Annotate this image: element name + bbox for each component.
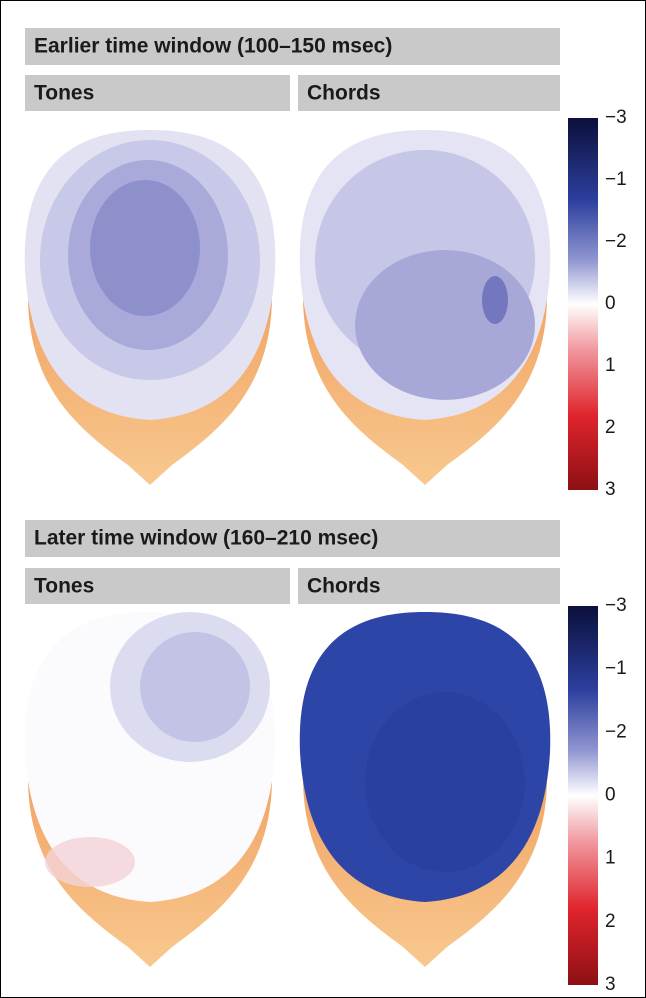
colorbar-label: 2 (605, 911, 616, 932)
potential-region (482, 276, 508, 324)
potential-region (90, 180, 200, 316)
column-title: Tones (34, 82, 94, 105)
column-bar (298, 75, 560, 111)
colorbar-label: 1 (605, 355, 616, 376)
colorbar (568, 118, 598, 490)
colorbar-label: 2 (605, 417, 616, 438)
colorbar-label: 3 (605, 974, 616, 995)
column-title: Chords (307, 82, 381, 105)
title-bar (25, 520, 560, 557)
colorbar-label: −1 (605, 658, 627, 679)
title-bar (25, 28, 560, 65)
colorbar-label: 3 (605, 479, 616, 500)
potential-region (140, 632, 250, 742)
colorbar-label: 0 (605, 293, 616, 314)
colorbar-label: −2 (605, 231, 627, 252)
column-bar (298, 568, 560, 604)
column-title: Tones (34, 575, 94, 598)
column-bar (25, 75, 290, 111)
potential-region (45, 837, 135, 887)
panel-title: Later time window (160–210 msec) (34, 527, 378, 550)
colorbar-label: 1 (605, 848, 616, 869)
colorbar-label: −1 (605, 169, 627, 190)
column-bar (25, 568, 290, 604)
colorbar-label: −3 (605, 595, 627, 616)
potential-region (355, 250, 535, 400)
colorbar-label: 0 (605, 785, 616, 806)
panel-title: Earlier time window (100–150 msec) (34, 35, 392, 58)
colorbar (568, 606, 598, 985)
colorbar-label: −3 (605, 107, 627, 128)
column-title: Chords (307, 575, 381, 598)
colorbar-label: −2 (605, 721, 627, 742)
potential-region (365, 692, 525, 872)
